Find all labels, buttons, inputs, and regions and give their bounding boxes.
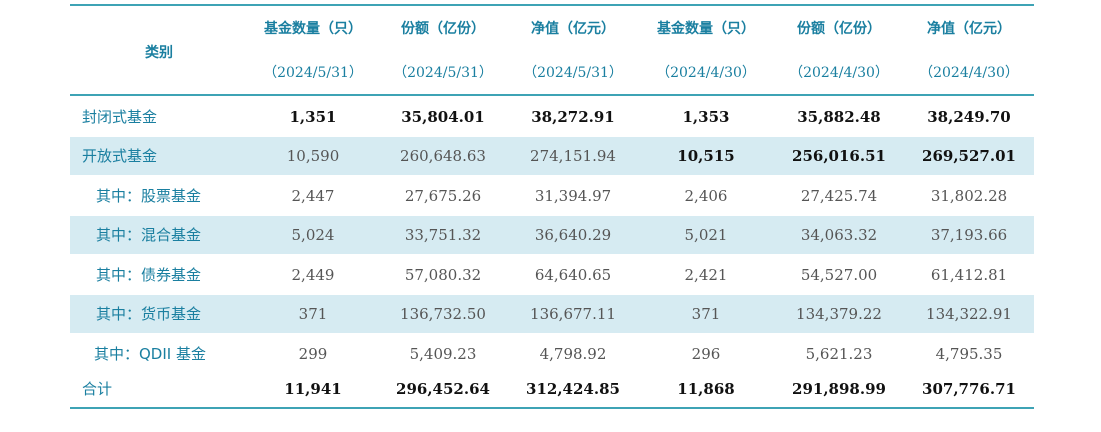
table-header: 类别 基金数量（只） （2024/5/31） 份额（亿份） （2024/5/31… [70, 6, 1034, 94]
cell: 5,021 [684, 226, 728, 244]
cell: 38,272.91 [531, 108, 615, 126]
cell: 5,409.23 [409, 345, 477, 363]
category-header: 类别 [145, 45, 173, 61]
row-label: 封闭式基金 [82, 108, 158, 126]
header-date: （2024/4/30） [919, 65, 1019, 81]
cell: 299 [298, 345, 328, 363]
cell: 11,868 [677, 380, 735, 398]
cell: 10,515 [677, 147, 735, 165]
header-title: 份额（亿份） [797, 21, 881, 37]
cell: 2,406 [684, 187, 728, 205]
cell: 35,804.01 [401, 108, 485, 126]
cell: 27,675.26 [404, 187, 482, 205]
cell: 54,527.00 [800, 266, 878, 284]
header-title: 份额（亿份） [401, 21, 485, 37]
cell: 136,732.50 [400, 305, 486, 323]
cell: 2,447 [291, 187, 335, 205]
cell: 312,424.85 [526, 380, 620, 398]
table-row-qdii: 其中：QDII 基金 299 5,409.23 4,798.92 296 5,6… [70, 335, 1034, 373]
cell: 134,322.91 [926, 305, 1012, 323]
table-row-bond: 其中：债券基金 2,449 57,080.32 64,640.65 2,421 … [70, 256, 1034, 294]
table-row-total: 合计 11,941 296,452.64 312,424.85 11,868 2… [70, 370, 1034, 408]
cell: 27,425.74 [800, 187, 878, 205]
header-title: 基金数量（只） [264, 21, 362, 37]
header-title: 净值（亿元） [531, 21, 615, 37]
header-border [70, 94, 1034, 96]
header-title: 净值（亿元） [927, 21, 1011, 37]
row-label: 其中：货币基金 [96, 305, 202, 323]
cell: 274,151.94 [530, 147, 616, 165]
table-row-closed-end: 封闭式基金 1,351 35,804.01 38,272.91 1,353 35… [70, 98, 1034, 136]
cell: 296,452.64 [396, 380, 490, 398]
cell: 37,193.66 [930, 226, 1008, 244]
table-row-open-end: 开放式基金 10,590 260,648.63 274,151.94 10,51… [70, 137, 1034, 175]
row-label: 其中：股票基金 [96, 187, 202, 205]
header-date: （2024/5/31） [393, 65, 493, 81]
cell: 371 [298, 305, 328, 323]
cell: 33,751.32 [404, 226, 482, 244]
cell: 2,421 [684, 266, 728, 284]
header-date: （2024/5/31） [523, 65, 623, 81]
header-date: （2024/4/30） [789, 65, 889, 81]
cell: 31,394.97 [534, 187, 612, 205]
row-label: 其中：QDII 基金 [94, 345, 206, 363]
row-label: 合计 [82, 380, 113, 398]
cell: 1,353 [682, 108, 730, 126]
cell: 64,640.65 [534, 266, 612, 284]
cell: 307,776.71 [922, 380, 1016, 398]
cell: 10,590 [286, 147, 340, 165]
cell: 256,016.51 [792, 147, 886, 165]
cell: 36,640.29 [534, 226, 612, 244]
cell: 5,024 [291, 226, 335, 244]
row-label: 其中：债券基金 [96, 266, 202, 284]
cell: 11,941 [284, 380, 342, 398]
cell: 371 [691, 305, 721, 323]
cell: 5,621.23 [805, 345, 873, 363]
cell: 4,798.92 [539, 345, 607, 363]
cell: 2,449 [291, 266, 335, 284]
table-row-money-market: 其中：货币基金 371 136,732.50 136,677.11 371 13… [70, 295, 1034, 333]
cell: 134,379.22 [796, 305, 882, 323]
cell: 260,648.63 [400, 147, 486, 165]
header-date: （2024/4/30） [656, 65, 756, 81]
cell: 34,063.32 [800, 226, 878, 244]
cell: 35,882.48 [797, 108, 881, 126]
cell: 57,080.32 [404, 266, 482, 284]
cell: 31,802.28 [930, 187, 1008, 205]
cell: 136,677.11 [530, 305, 616, 323]
cell: 1,351 [289, 108, 337, 126]
cell: 269,527.01 [922, 147, 1016, 165]
cell: 38,249.70 [927, 108, 1011, 126]
header-title: 基金数量（只） [657, 21, 755, 37]
table-row-equity: 其中：股票基金 2,447 27,675.26 31,394.97 2,406 … [70, 177, 1034, 215]
cell: 296 [691, 345, 721, 363]
bottom-border [70, 407, 1034, 409]
cell: 61,412.81 [930, 266, 1008, 284]
cell: 4,795.35 [935, 345, 1003, 363]
row-label: 其中：混合基金 [96, 226, 202, 244]
top-border [70, 4, 1034, 6]
row-label: 开放式基金 [82, 147, 158, 165]
cell: 291,898.99 [792, 380, 886, 398]
header-date: （2024/5/31） [263, 65, 363, 81]
table-row-hybrid: 其中：混合基金 5,024 33,751.32 36,640.29 5,021 … [70, 216, 1034, 254]
